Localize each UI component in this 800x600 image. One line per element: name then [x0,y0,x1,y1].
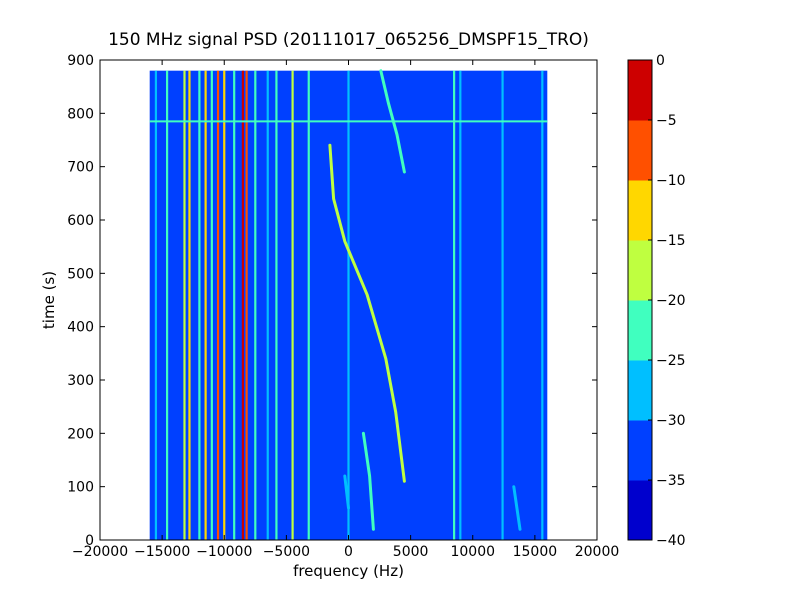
colorbar-tick-label: −35 [656,473,686,489]
colorbar-tick-label: −15 [656,233,686,249]
colorbar-segment [628,120,652,181]
spectrogram-features [149,69,548,540]
y-tick-label: 100 [67,480,94,496]
x-tick-label: −5000 [263,544,310,560]
chart-title: 150 MHz signal PSD (20111017_065256_DMSP… [108,30,589,50]
colorbar-segment [628,420,652,481]
y-tick-label: 800 [67,106,94,122]
colorbar-segment [628,480,652,541]
y-tick-label: 600 [67,213,94,229]
doppler-trace [379,69,406,174]
doppler-trace [512,485,522,531]
y-tick-label: 400 [67,320,94,336]
colorbar-segment [628,60,652,121]
x-axis-label: frequency (Hz) [293,562,404,580]
y-tick-label: 900 [67,53,94,69]
x-tick-label: 20000 [575,544,620,560]
y-tick-label: 500 [67,266,94,282]
colorbar-segment [628,240,652,301]
x-tick-label: 5000 [393,544,429,560]
colorbar-segment [628,300,652,361]
doppler-trace [343,474,350,510]
x-tick-label: −10000 [196,544,252,560]
colorbar-segment [628,180,652,241]
colorbar-tick-label: 0 [656,53,665,69]
y-tick-label: 300 [67,373,94,389]
doppler-trace [328,143,406,483]
y-tick-label: 700 [67,160,94,176]
colorbar-tick-label: −30 [656,413,686,429]
colorbar-tick-label: −10 [656,173,686,189]
y-tick-label: 0 [85,533,94,549]
x-tick-label: 0 [344,544,353,560]
colorbar-segment [628,360,652,421]
y-tick-label: 200 [67,426,94,442]
colorbar-tick-label: −20 [656,293,686,309]
colorbar-tick-label: −5 [656,113,677,129]
colorbar-tick-label: −25 [656,353,686,369]
x-tick-label: 15000 [513,544,558,560]
x-tick-label: −15000 [134,544,190,560]
x-tick-label: 10000 [450,544,495,560]
doppler-trace [361,431,375,531]
x-tick-label: −20000 [72,544,128,560]
colorbar-tick-label: −40 [656,533,686,549]
